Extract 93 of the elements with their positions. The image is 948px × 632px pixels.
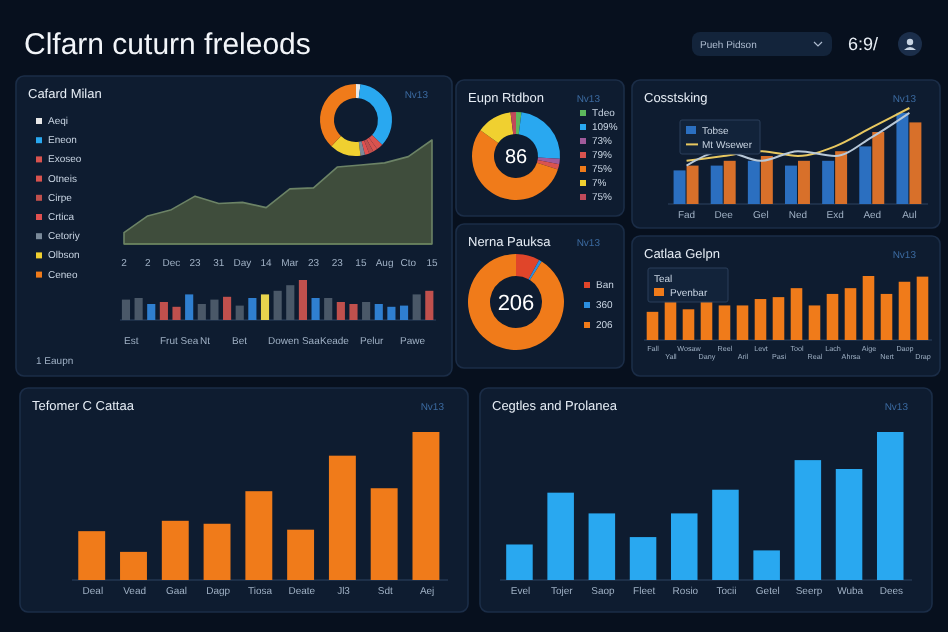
bar — [412, 432, 440, 580]
bar — [785, 165, 797, 204]
bar — [772, 297, 785, 340]
bar — [876, 432, 904, 580]
text: 86 — [504, 147, 528, 170]
bar — [664, 300, 677, 340]
bar — [506, 544, 533, 580]
donut-slice — [366, 137, 378, 152]
bar — [121, 299, 131, 320]
bar — [790, 288, 803, 340]
donut-slice — [358, 141, 365, 156]
bar — [147, 304, 156, 320]
donut-slice — [320, 84, 356, 147]
bar — [898, 281, 911, 340]
bar — [872, 132, 885, 204]
donut-slice — [358, 84, 392, 145]
bar — [747, 160, 760, 204]
donut-slice — [472, 130, 558, 200]
bar — [753, 550, 780, 580]
donut-slice — [364, 139, 374, 154]
donut-slice — [537, 157, 560, 165]
bar — [324, 298, 333, 320]
bar — [808, 305, 821, 340]
bar — [909, 122, 922, 204]
bar — [835, 151, 848, 204]
slice-label: 206 — [497, 291, 535, 316]
bar — [826, 293, 839, 340]
bar — [916, 276, 929, 340]
bar — [425, 290, 434, 320]
bar — [235, 305, 244, 320]
donut-slice — [468, 254, 564, 350]
bar — [712, 489, 739, 580]
text: Clfarn cuturn freleods — [24, 28, 311, 62]
bar — [760, 156, 773, 204]
donut-slice — [510, 112, 516, 135]
bar — [298, 280, 307, 320]
bar — [736, 305, 749, 340]
bar — [896, 112, 909, 204]
bar — [844, 288, 857, 340]
bar — [362, 302, 371, 320]
bar — [210, 299, 219, 320]
bar — [336, 302, 345, 320]
bar — [273, 290, 282, 320]
bar — [387, 306, 396, 320]
donut-slice — [516, 254, 540, 280]
text: 6:9/ — [848, 34, 880, 54]
bar — [880, 293, 893, 340]
donut-slice — [331, 136, 361, 156]
bar — [629, 537, 657, 580]
bar — [311, 298, 320, 320]
donut-slice — [536, 160, 560, 170]
bar — [172, 306, 181, 320]
bar — [798, 160, 810, 204]
bar — [754, 299, 767, 340]
donut-slice — [528, 259, 542, 281]
bar — [245, 491, 273, 580]
donut-slice — [368, 135, 383, 150]
bar — [203, 523, 231, 580]
bar — [349, 304, 358, 320]
bar — [686, 165, 699, 204]
bar — [370, 488, 398, 580]
bar — [710, 165, 723, 204]
bar — [723, 160, 736, 204]
bar — [673, 170, 686, 204]
bar — [859, 146, 872, 204]
bar — [248, 298, 257, 320]
bar — [718, 305, 731, 340]
bar — [161, 520, 189, 580]
bar — [646, 311, 659, 340]
bar — [399, 305, 409, 320]
bar — [682, 309, 695, 340]
bar — [286, 285, 295, 320]
bar — [588, 513, 616, 580]
bar — [223, 296, 232, 320]
bar — [260, 294, 270, 320]
bar — [197, 304, 206, 320]
bar — [862, 276, 875, 340]
bar — [287, 529, 315, 580]
donut-slice — [516, 112, 522, 135]
bar — [374, 304, 383, 320]
bar — [328, 455, 356, 580]
bar — [670, 513, 698, 580]
bar — [835, 469, 863, 580]
donut-slice — [480, 112, 514, 144]
bar — [822, 160, 835, 204]
bar — [120, 551, 147, 580]
bar — [547, 492, 574, 580]
bar — [159, 302, 168, 320]
bar — [134, 298, 143, 320]
bar — [78, 531, 106, 580]
bar — [794, 460, 822, 580]
bar — [185, 294, 194, 320]
bar — [412, 294, 421, 320]
